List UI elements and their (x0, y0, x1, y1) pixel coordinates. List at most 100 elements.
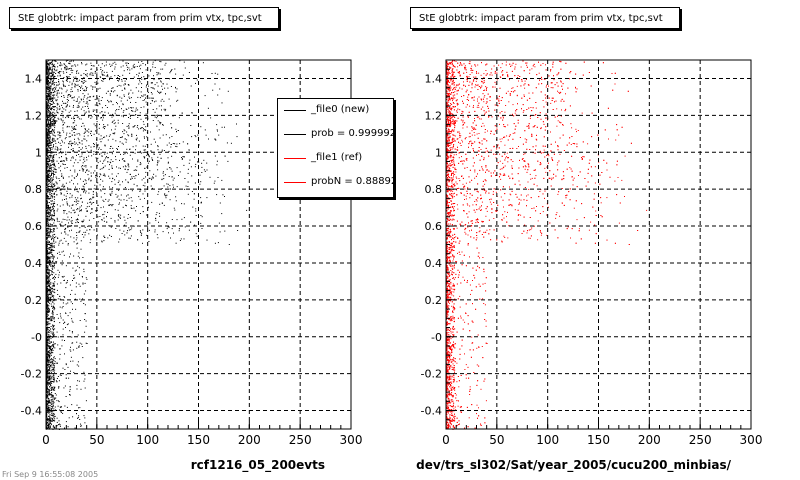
data-point (76, 78, 78, 80)
data-point (51, 401, 53, 403)
data-point (59, 271, 60, 273)
data-point (83, 303, 85, 304)
data-point (48, 181, 50, 183)
data-point (46, 82, 48, 84)
data-point (74, 197, 76, 199)
data-point (55, 397, 57, 399)
data-point (104, 126, 106, 128)
data-point (53, 256, 55, 257)
data-point (84, 417, 86, 419)
data-point (59, 71, 60, 72)
data-point (52, 283, 54, 285)
data-point (54, 135, 56, 137)
data-point (57, 252, 58, 254)
data-point (51, 132, 53, 134)
data-point (118, 84, 120, 86)
data-point (219, 88, 221, 90)
data-point (53, 381, 55, 383)
data-point (53, 335, 55, 337)
data-point (152, 97, 154, 99)
data-point (59, 205, 61, 207)
data-point (67, 116, 69, 118)
data-point (46, 212, 48, 214)
data-point (60, 150, 61, 152)
data-point (97, 204, 99, 206)
data-point (163, 185, 165, 187)
data-point (49, 381, 51, 383)
data-point (49, 269, 50, 271)
data-point (46, 421, 48, 423)
data-point (92, 65, 94, 67)
data-point (57, 66, 59, 68)
data-point (146, 144, 148, 145)
data-point (60, 224, 62, 226)
data-point (70, 360, 72, 362)
data-point (66, 99, 68, 100)
data-point (48, 212, 50, 214)
data-point (150, 82, 152, 84)
data-point (50, 352, 52, 354)
data-point (78, 222, 79, 223)
data-point (56, 220, 58, 222)
data-point (78, 139, 80, 141)
data-point (53, 160, 55, 162)
data-point (67, 187, 69, 189)
data-point (126, 205, 127, 207)
data-point (105, 75, 107, 77)
data-point (145, 64, 146, 66)
data-point (49, 409, 51, 411)
data-point (162, 88, 163, 90)
data-point (114, 112, 116, 114)
data-point (71, 222, 73, 224)
data-point (60, 119, 62, 121)
data-point (79, 101, 81, 103)
data-point (81, 346, 83, 347)
data-point (50, 198, 52, 199)
data-point (115, 159, 117, 161)
data-point (90, 130, 92, 132)
data-point (51, 294, 53, 296)
data-point (110, 217, 112, 219)
data-point (48, 81, 50, 83)
data-point (69, 143, 71, 145)
data-point (65, 224, 67, 226)
data-point (50, 78, 52, 80)
data-point (51, 71, 53, 73)
data-point (72, 97, 74, 99)
data-point (75, 269, 77, 271)
data-point (123, 110, 125, 112)
data-point (164, 64, 166, 66)
data-point (54, 418, 56, 420)
data-point (80, 149, 82, 150)
data-point (48, 64, 50, 66)
data-point (128, 229, 130, 231)
data-point (62, 163, 64, 165)
data-point (52, 178, 54, 180)
data-point (104, 65, 105, 67)
data-point (49, 347, 51, 349)
data-point (144, 99, 145, 101)
data-point (100, 178, 102, 180)
data-point (49, 241, 50, 243)
data-point (106, 71, 108, 73)
data-point (60, 189, 62, 191)
data-point (184, 188, 186, 190)
data-point (56, 424, 58, 426)
data-point (193, 193, 195, 195)
data-point (71, 332, 73, 334)
data-point (136, 66, 138, 67)
data-point (50, 354, 52, 356)
data-point (49, 107, 51, 109)
data-point (56, 331, 58, 333)
data-point (50, 296, 52, 298)
data-point (111, 204, 113, 206)
data-point (46, 386, 48, 387)
data-point (85, 86, 87, 88)
data-point (51, 267, 53, 269)
data-point (64, 199, 65, 200)
data-point (53, 343, 55, 345)
data-point (156, 74, 158, 76)
data-point (87, 103, 89, 105)
data-point (182, 74, 184, 76)
data-point (106, 221, 107, 223)
